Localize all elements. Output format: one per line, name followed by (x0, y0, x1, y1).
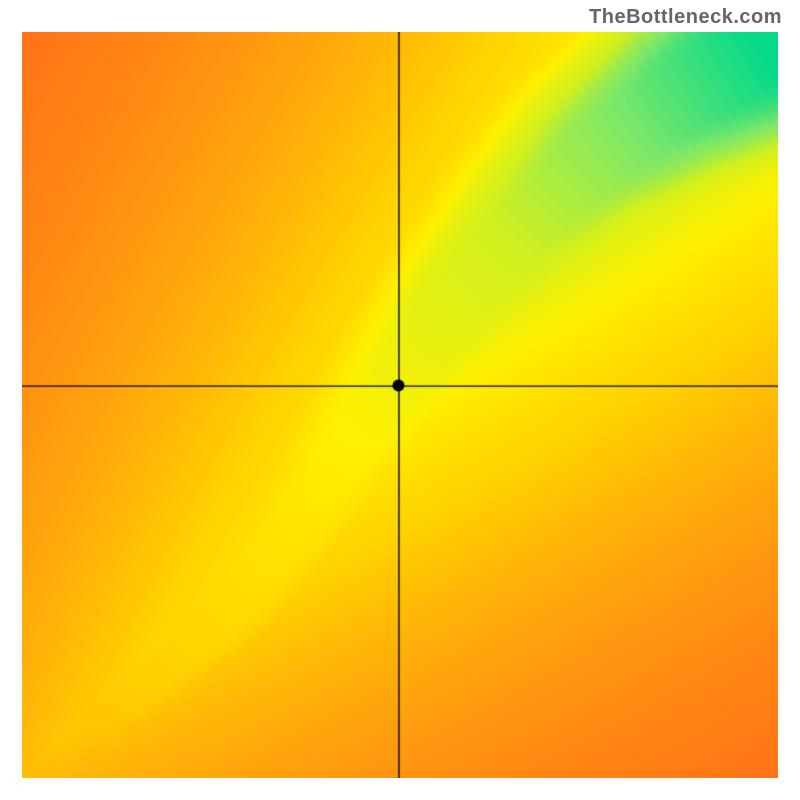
image-container: TheBottleneck.com (0, 0, 800, 800)
heatmap-plot (22, 32, 778, 778)
heatmap-canvas (22, 32, 778, 778)
watermark-text: TheBottleneck.com (589, 6, 782, 29)
